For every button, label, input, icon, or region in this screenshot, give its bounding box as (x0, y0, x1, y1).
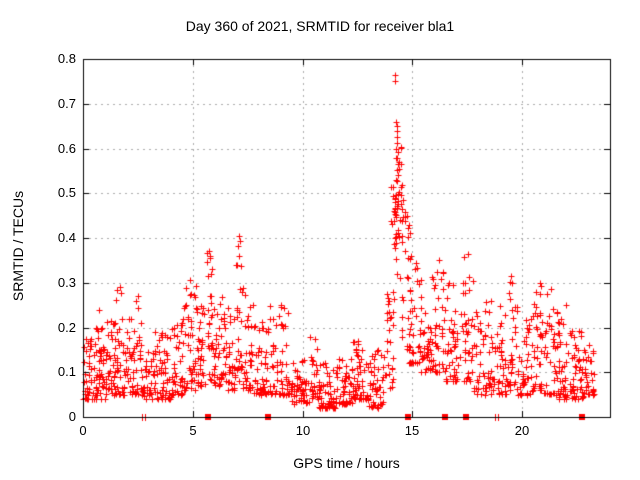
x-axis-tick-label: 15 (404, 423, 420, 438)
x-axis-tick-label: 10 (295, 423, 311, 438)
y-axis-tick-label: 0.8 (57, 51, 76, 66)
y-axis-tick-label: 0.6 (57, 141, 76, 156)
y-axis-tick-label: 0.4 (57, 230, 76, 245)
x-axis-label: GPS time / hours (293, 455, 400, 471)
y-axis-label: SRMTID / TECUs (10, 190, 26, 302)
y-axis-tick-label: 0.5 (57, 185, 76, 200)
x-axis-tick-label: 0 (79, 423, 87, 438)
y-axis-tick-label: 0 (68, 409, 76, 424)
chart-title: Day 360 of 2021, SRMTID for receiver bla… (185, 18, 455, 34)
y-axis-tick-label: 0.3 (57, 275, 76, 290)
y-axis-tick-label: 0.7 (57, 96, 76, 111)
x-axis-tick-label: 20 (514, 423, 530, 438)
y-axis-tick-label: 0.2 (57, 320, 76, 335)
x-axis-tick-label: 5 (189, 423, 197, 438)
y-axis-tick-label: 0.1 (57, 364, 76, 379)
